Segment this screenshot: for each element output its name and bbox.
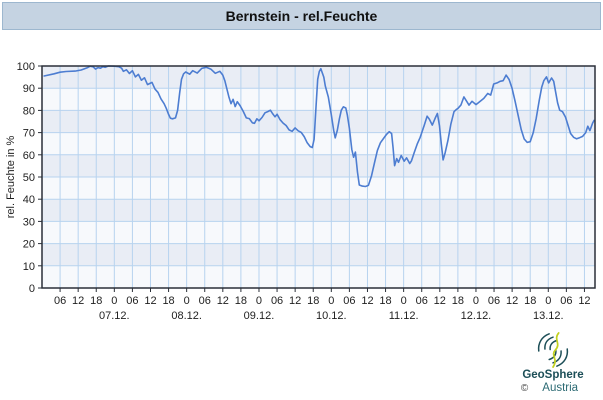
- svg-text:08.12.: 08.12.: [171, 310, 202, 322]
- y-axis-title: rel. Feuchte in %: [5, 136, 17, 219]
- svg-text:10.12.: 10.12.: [316, 310, 347, 322]
- svg-text:100: 100: [17, 61, 35, 73]
- svg-text:12: 12: [144, 295, 156, 307]
- svg-text:30: 30: [23, 216, 35, 228]
- y-axis-labels: 0 10 20 30 40 50 60 70 80 90 100: [17, 61, 35, 295]
- logo-brand-text: GeoSphere: [522, 369, 584, 381]
- svg-text:0: 0: [111, 295, 117, 307]
- svg-text:90: 90: [23, 83, 35, 95]
- svg-text:18: 18: [524, 295, 536, 307]
- svg-text:12: 12: [289, 295, 301, 307]
- svg-text:12: 12: [217, 295, 229, 307]
- svg-text:80: 80: [23, 105, 35, 117]
- svg-text:20: 20: [23, 239, 35, 251]
- svg-text:12: 12: [506, 295, 518, 307]
- svg-text:06: 06: [416, 295, 428, 307]
- x-axis-date-labels: 07.12. 08.12. 09.12. 10.12. 11.12. 12.12. 13.1…: [99, 310, 564, 322]
- svg-text:rel. Feuchte in %: rel. Feuchte in %: [5, 136, 17, 219]
- svg-text:06: 06: [54, 295, 66, 307]
- gridlines: [42, 66, 595, 288]
- svg-text:18: 18: [90, 295, 102, 307]
- svg-text:0: 0: [401, 295, 407, 307]
- svg-text:0: 0: [256, 295, 262, 307]
- chart-title: Bernstein - rel.Feuchte: [225, 8, 378, 24]
- title-bar: Bernstein - rel.Feuchte: [2, 2, 601, 30]
- geosphere-logo-icon: [537, 332, 569, 368]
- svg-text:0: 0: [29, 283, 35, 295]
- geosphere-logo: GeoSphere © Austria: [516, 331, 590, 395]
- svg-text:12.12.: 12.12.: [461, 310, 492, 322]
- svg-text:09.12.: 09.12.: [244, 310, 275, 322]
- svg-text:12: 12: [434, 295, 446, 307]
- svg-text:50: 50: [23, 172, 35, 184]
- x-axis-hour-labels: 06 12 18 0 06 12 18 0 06 12 18 0 06 12 18 0 06 12 18 0 06 12 1…: [54, 295, 591, 307]
- svg-text:06: 06: [560, 295, 572, 307]
- svg-text:06: 06: [199, 295, 211, 307]
- svg-text:0: 0: [328, 295, 334, 307]
- svg-text:0: 0: [473, 295, 479, 307]
- svg-text:18: 18: [235, 295, 247, 307]
- svg-text:06: 06: [271, 295, 283, 307]
- svg-text:12: 12: [361, 295, 373, 307]
- svg-text:11.12.: 11.12.: [389, 310, 419, 322]
- svg-text:07.12.: 07.12.: [99, 310, 130, 322]
- svg-text:18: 18: [307, 295, 319, 307]
- svg-text:06: 06: [488, 295, 500, 307]
- copyright-symbol: ©: [520, 383, 529, 394]
- svg-text:12: 12: [72, 295, 84, 307]
- svg-text:40: 40: [23, 194, 35, 206]
- svg-text:10: 10: [23, 261, 35, 273]
- svg-text:18: 18: [379, 295, 391, 307]
- series-line: [43, 65, 595, 188]
- svg-text:18: 18: [162, 295, 174, 307]
- svg-text:06: 06: [343, 295, 355, 307]
- axis-ticks: [38, 65, 585, 292]
- plot-bands: [42, 66, 595, 288]
- svg-text:13.12.: 13.12.: [533, 310, 564, 322]
- logo-country-text: Austria: [542, 382, 579, 394]
- svg-text:06: 06: [126, 295, 138, 307]
- svg-text:60: 60: [23, 150, 35, 162]
- svg-text:0: 0: [545, 295, 551, 307]
- svg-text:12: 12: [578, 295, 590, 307]
- svg-text:70: 70: [23, 128, 35, 140]
- svg-text:0: 0: [184, 295, 190, 307]
- svg-text:18: 18: [452, 295, 464, 307]
